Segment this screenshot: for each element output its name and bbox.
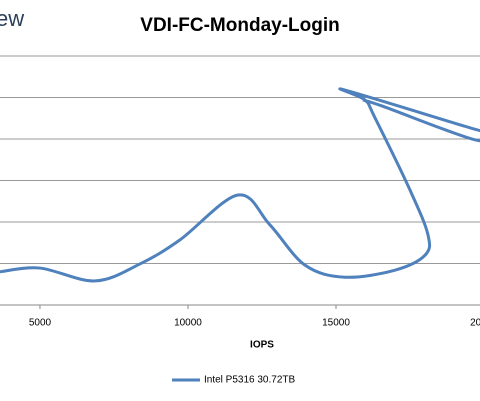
logo: ew: [0, 6, 24, 31]
x-axis-label: IOPS: [250, 340, 274, 351]
chart-title: VDI-FC-Monday-Login: [140, 15, 339, 36]
plot-area: [0, 87, 480, 283]
data-line: [0, 87, 480, 283]
x-tick-label: 5000: [29, 318, 52, 329]
legend-label: Intel P5316 30.72TB: [204, 375, 296, 386]
x-tick-label: 20000: [470, 318, 480, 329]
x-tick-label: 15000: [322, 318, 350, 329]
x-tick-label: 10000: [174, 318, 202, 329]
